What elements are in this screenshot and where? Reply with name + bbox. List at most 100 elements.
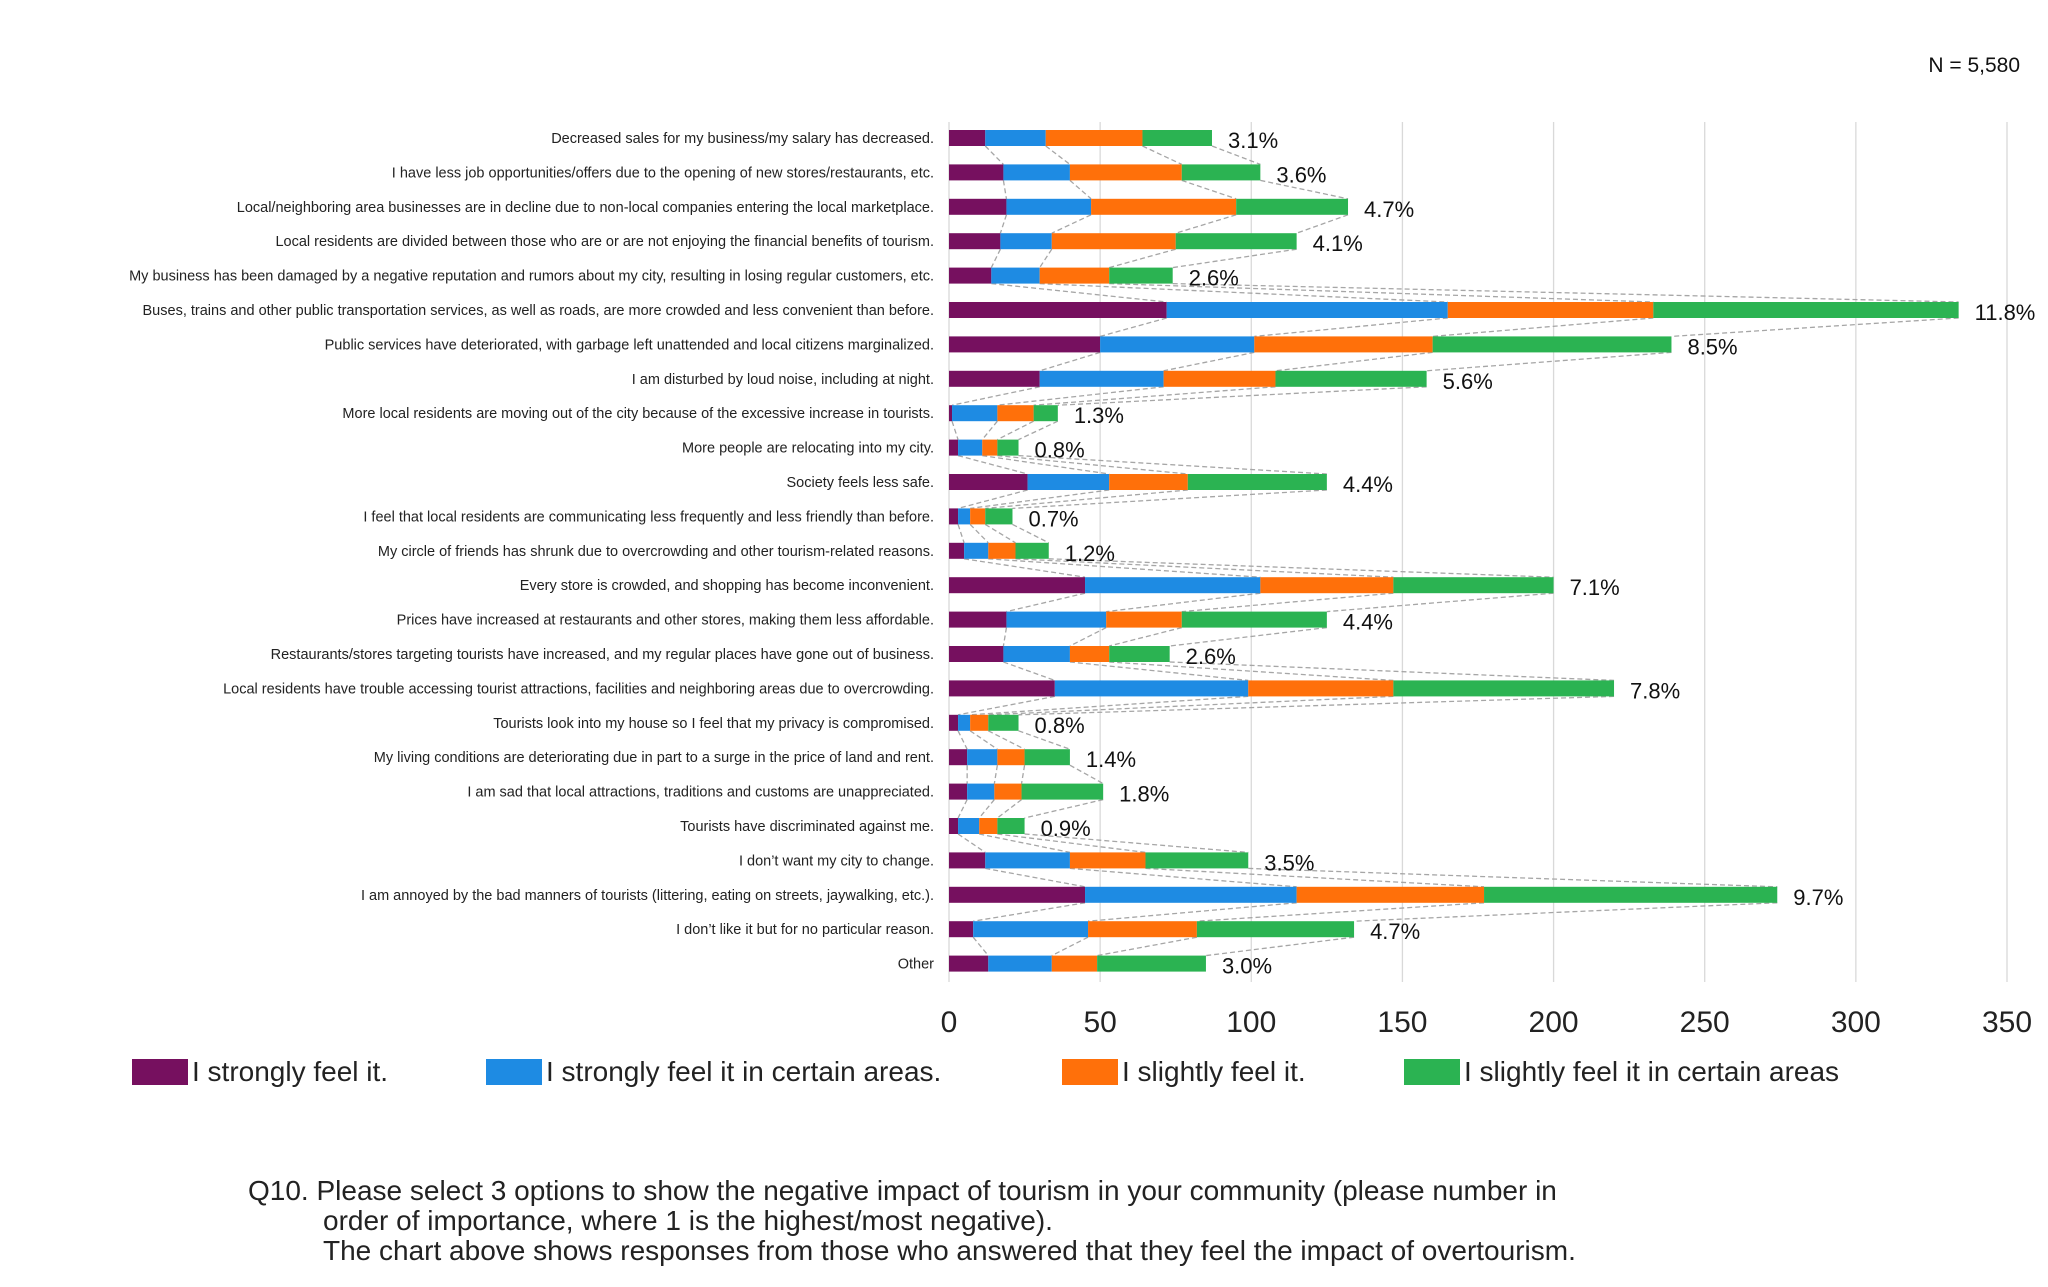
bar-segment-4 xyxy=(1484,886,1778,903)
series-line xyxy=(1109,248,1176,269)
bar-segment-3 xyxy=(1248,680,1394,697)
bar-segment-4 xyxy=(1142,130,1212,146)
bar-segment-1 xyxy=(949,680,1055,697)
data-label: 7.1% xyxy=(1570,575,1620,600)
bar-segment-3 xyxy=(979,818,998,834)
bar-segment-1 xyxy=(949,164,1004,181)
bar-segment-3 xyxy=(1069,646,1110,662)
bar-segment-4 xyxy=(997,439,1019,456)
bar-segment-4 xyxy=(1109,267,1173,284)
series-line xyxy=(969,730,998,750)
bar-segment-1 xyxy=(949,714,959,731)
bar-segment-2 xyxy=(967,783,995,800)
category-label: More local residents are moving out of t… xyxy=(342,406,934,422)
bar-segment-3 xyxy=(982,439,998,456)
bar-segment-2 xyxy=(1027,474,1110,490)
bar-segment-2 xyxy=(1054,680,1249,697)
series-line xyxy=(997,386,1164,406)
bar-segment-2 xyxy=(1003,646,1070,662)
series-line xyxy=(997,420,1034,441)
bar-segment-2 xyxy=(1085,577,1261,594)
series-line xyxy=(957,799,968,819)
series-line xyxy=(964,558,1086,578)
series-line xyxy=(1169,626,1327,647)
bar-segment-1 xyxy=(949,336,1101,353)
bar-segment-2 xyxy=(1100,336,1255,353)
data-label: 0.8% xyxy=(1035,438,1085,463)
data-label: 0.7% xyxy=(1028,506,1078,531)
category-label: I have less job opportunities/offers due… xyxy=(392,165,934,181)
series-line xyxy=(978,799,995,819)
sample-size-label: N = 5,580 xyxy=(1928,54,2020,77)
bar-segment-2 xyxy=(1085,886,1297,903)
data-label: 3.0% xyxy=(1222,954,1272,979)
series-line xyxy=(1087,902,1297,922)
legend-item-strongly-areas: I strongly feel it in certain areas. xyxy=(486,1056,941,1088)
bar-segment-4 xyxy=(1097,955,1206,972)
data-label: 9.7% xyxy=(1793,885,1843,910)
series-line xyxy=(985,867,1086,888)
series-line xyxy=(993,765,999,784)
series-line xyxy=(1069,867,1297,888)
bar-segment-4 xyxy=(1033,405,1058,422)
category-label: I feel that local residents are communic… xyxy=(363,509,934,525)
bar-segment-3 xyxy=(1069,852,1146,869)
data-label: 3.1% xyxy=(1228,128,1278,153)
category-label: My business has been damaged by a negati… xyxy=(129,269,934,285)
bar-segment-3 xyxy=(1051,233,1176,250)
bar-segment-3 xyxy=(997,405,1034,422)
caption-line-2: order of importance, where 1 is the high… xyxy=(323,1205,1053,1236)
legend-label: I strongly feel it in certain areas. xyxy=(546,1056,942,1087)
bar-segment-2 xyxy=(958,818,980,834)
series-line xyxy=(1006,592,1086,613)
category-label: Society feels less safe. xyxy=(787,475,935,491)
bar-segment-4 xyxy=(1393,577,1554,594)
bar-segment-3 xyxy=(1109,474,1188,490)
legend-label: I strongly feel it. xyxy=(192,1056,389,1087)
series-line xyxy=(1211,145,1261,166)
bar-segment-4 xyxy=(988,714,1019,731)
series-line xyxy=(1163,351,1255,372)
series-line xyxy=(1196,902,1485,922)
bar-segment-2 xyxy=(1003,164,1070,181)
series-line xyxy=(1015,558,1394,578)
series-line xyxy=(1354,902,1778,922)
bar-segment-4 xyxy=(1181,611,1327,628)
bar-segment-4 xyxy=(1187,474,1327,490)
bar-segment-3 xyxy=(1260,577,1394,594)
series-line xyxy=(1426,351,1672,372)
category-label: Restaurants/stores targeting tourists ha… xyxy=(271,647,934,663)
data-label: 0.8% xyxy=(1035,713,1085,738)
series-line xyxy=(999,214,1008,234)
bar-segment-3 xyxy=(1045,130,1143,146)
bar-segment-1 xyxy=(949,474,1028,490)
data-label: 1.8% xyxy=(1119,782,1169,807)
series-line xyxy=(957,730,968,750)
bar-segment-2 xyxy=(1000,233,1052,250)
data-label: 2.6% xyxy=(1189,266,1239,291)
series-line xyxy=(1018,454,1327,475)
series-line xyxy=(984,145,1004,165)
legend-swatch xyxy=(486,1059,542,1085)
bar-segment-4 xyxy=(1175,233,1297,250)
data-label: 11.8% xyxy=(1975,300,2036,325)
series-line xyxy=(1296,214,1349,234)
bar-segment-3 xyxy=(988,542,1016,559)
bar-segment-3 xyxy=(1254,336,1433,353)
category-label: My living conditions are deteriorating d… xyxy=(374,750,934,766)
category-label: Local residents are divided between thos… xyxy=(275,234,934,250)
series-line xyxy=(1172,248,1297,269)
legend-item-strongly: I strongly feel it. xyxy=(132,1056,388,1088)
bar-segment-3 xyxy=(1069,164,1182,181)
series-line xyxy=(1002,627,1008,647)
series-line xyxy=(984,523,1016,544)
series-line xyxy=(1205,936,1355,957)
bar-segment-4 xyxy=(1653,302,1959,318)
data-label: 4.4% xyxy=(1343,610,1393,635)
series-line xyxy=(973,902,1086,922)
data-label: 3.6% xyxy=(1276,162,1326,187)
bar-segment-1 xyxy=(949,955,989,972)
bar-segment-3 xyxy=(1106,611,1182,628)
series-line xyxy=(972,936,989,957)
bar-segment-4 xyxy=(1196,921,1355,938)
